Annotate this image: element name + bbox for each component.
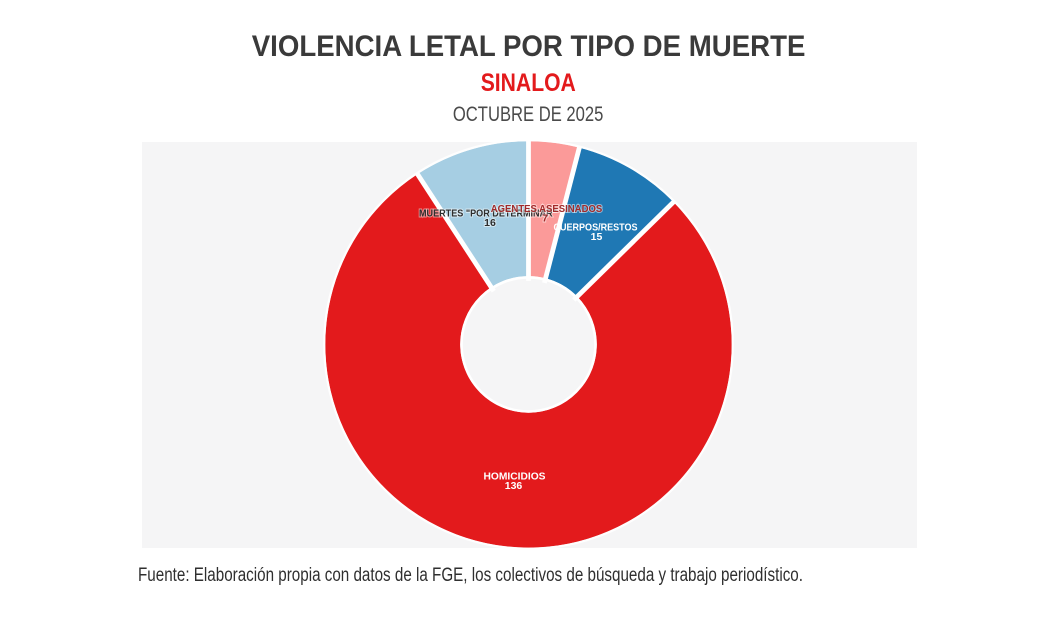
svg-text:16: 16	[484, 217, 496, 229]
svg-text:136: 136	[505, 480, 523, 492]
svg-text:15: 15	[591, 231, 603, 243]
svg-text:7: 7	[542, 212, 548, 224]
svg-text:AGENTES ASESINADOS: AGENTES ASESINADOS	[491, 203, 603, 215]
svg-text:CUERPOS/RESTOS: CUERPOS/RESTOS	[554, 222, 638, 234]
svg-text:MUERTES "POR DETERMINAR": MUERTES "POR DETERMINAR"	[419, 208, 557, 220]
svg-text:HOMICIDIOS: HOMICIDIOS	[484, 471, 546, 483]
